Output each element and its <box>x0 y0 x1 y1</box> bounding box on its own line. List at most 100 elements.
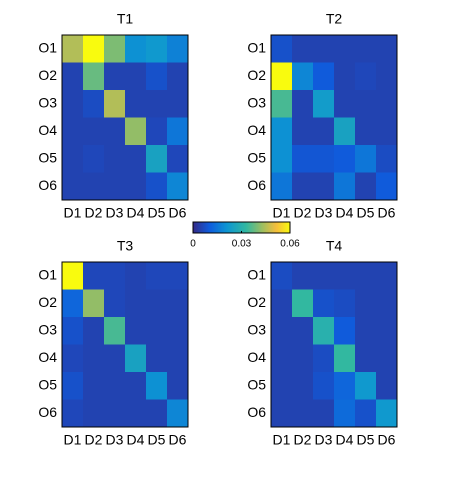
y-tick-label: O4 <box>38 349 57 365</box>
heat-cell <box>271 372 293 400</box>
colorbar-tick-label: 0.06 <box>280 239 300 250</box>
heat-cell <box>376 262 398 290</box>
panel-title: T1 <box>117 11 134 27</box>
heat-cell <box>146 344 168 373</box>
heat-cell <box>292 90 314 118</box>
heat-cell <box>146 372 168 400</box>
heat-cell <box>292 317 314 345</box>
heat-cell <box>376 90 398 118</box>
x-tick-label: D3 <box>106 432 124 448</box>
heat-cell <box>146 145 168 173</box>
heat-cell <box>355 372 377 400</box>
heat-cell <box>355 35 377 63</box>
heat-cell <box>334 399 356 428</box>
y-tick-label: O5 <box>38 376 57 392</box>
heat-cell <box>167 62 189 91</box>
heat-cell <box>292 35 314 63</box>
x-tick-label: D6 <box>378 205 396 221</box>
heat-cell <box>271 172 293 201</box>
x-tick-label: D3 <box>315 432 333 448</box>
heat-cell <box>376 35 398 63</box>
heat-cell <box>83 399 105 428</box>
heat-cell <box>292 372 314 400</box>
x-tick-label: D4 <box>336 432 354 448</box>
heat-cell <box>376 399 398 428</box>
heat-cell <box>62 289 84 318</box>
heat-cell <box>62 62 84 91</box>
heat-cell <box>355 289 377 318</box>
heat-cell <box>167 145 189 173</box>
axes-frame <box>61 261 189 428</box>
heat-cell <box>62 145 84 173</box>
heat-cell <box>292 117 314 146</box>
axes-frame <box>61 34 189 201</box>
heat-cell <box>376 317 398 345</box>
heat-cell <box>313 62 335 91</box>
heat-cell <box>125 399 147 428</box>
heat-cell <box>104 172 126 201</box>
heat-cell <box>146 317 168 345</box>
x-tick-label: D6 <box>378 432 396 448</box>
heat-cell <box>167 399 189 428</box>
heat-cell <box>83 172 105 201</box>
heat-cell <box>376 117 398 146</box>
colorbar-tick-label: 0.03 <box>232 239 252 250</box>
heat-cell <box>125 117 147 146</box>
y-tick-label: O2 <box>38 67 57 83</box>
heat-cell <box>355 262 377 290</box>
heat-cell <box>167 262 189 290</box>
x-tick-label: D6 <box>169 205 187 221</box>
heat-cell <box>313 117 335 146</box>
heat-cell <box>355 90 377 118</box>
heat-cell <box>292 172 314 201</box>
y-tick-label: O2 <box>247 294 266 310</box>
heat-cell <box>376 289 398 318</box>
heat-cell <box>355 317 377 345</box>
x-tick-label: D5 <box>148 205 166 221</box>
x-tick-label: D2 <box>294 432 312 448</box>
heat-cell <box>125 289 147 318</box>
heat-cell <box>146 399 168 428</box>
heat-cell <box>292 62 314 91</box>
y-tick-label: O6 <box>38 177 57 193</box>
heat-cell <box>167 372 189 400</box>
heat-cell <box>62 344 84 373</box>
x-tick-label: D5 <box>148 432 166 448</box>
axes-frame <box>270 261 398 428</box>
heat-cell <box>334 172 356 201</box>
heat-cell <box>83 289 105 318</box>
y-tick-label: O1 <box>38 266 57 282</box>
x-tick-label: D6 <box>169 432 187 448</box>
y-tick-label: O1 <box>38 39 57 55</box>
heat-cell <box>62 317 84 345</box>
heat-cell <box>334 117 356 146</box>
heat-cell <box>125 317 147 345</box>
y-tick-label: O3 <box>38 321 57 337</box>
heat-cell <box>334 62 356 91</box>
heat-cell <box>83 317 105 345</box>
heat-cell <box>334 145 356 173</box>
colorbar-tick-label: 0 <box>190 239 196 250</box>
heat-cell <box>146 262 168 290</box>
heat-cell <box>104 35 126 63</box>
x-tick-label: D1 <box>273 205 291 221</box>
x-tick-label: D5 <box>357 205 375 221</box>
heat-cell <box>313 289 335 318</box>
x-tick-label: D3 <box>315 205 333 221</box>
heat-cell <box>313 172 335 201</box>
panel-title: T4 <box>326 238 343 254</box>
y-tick-label: O6 <box>247 404 266 420</box>
heat-cell <box>334 372 356 400</box>
x-tick-label: D4 <box>127 205 145 221</box>
heat-cell <box>292 145 314 173</box>
heat-cell <box>313 262 335 290</box>
heat-cell <box>167 317 189 345</box>
heat-cell <box>355 117 377 146</box>
heat-cell <box>355 172 377 201</box>
heat-cell <box>271 289 293 318</box>
x-tick-label: D2 <box>294 205 312 221</box>
heat-cell <box>271 35 293 63</box>
heat-cell <box>271 145 293 173</box>
heat-cell <box>334 262 356 290</box>
heat-cell <box>313 317 335 345</box>
